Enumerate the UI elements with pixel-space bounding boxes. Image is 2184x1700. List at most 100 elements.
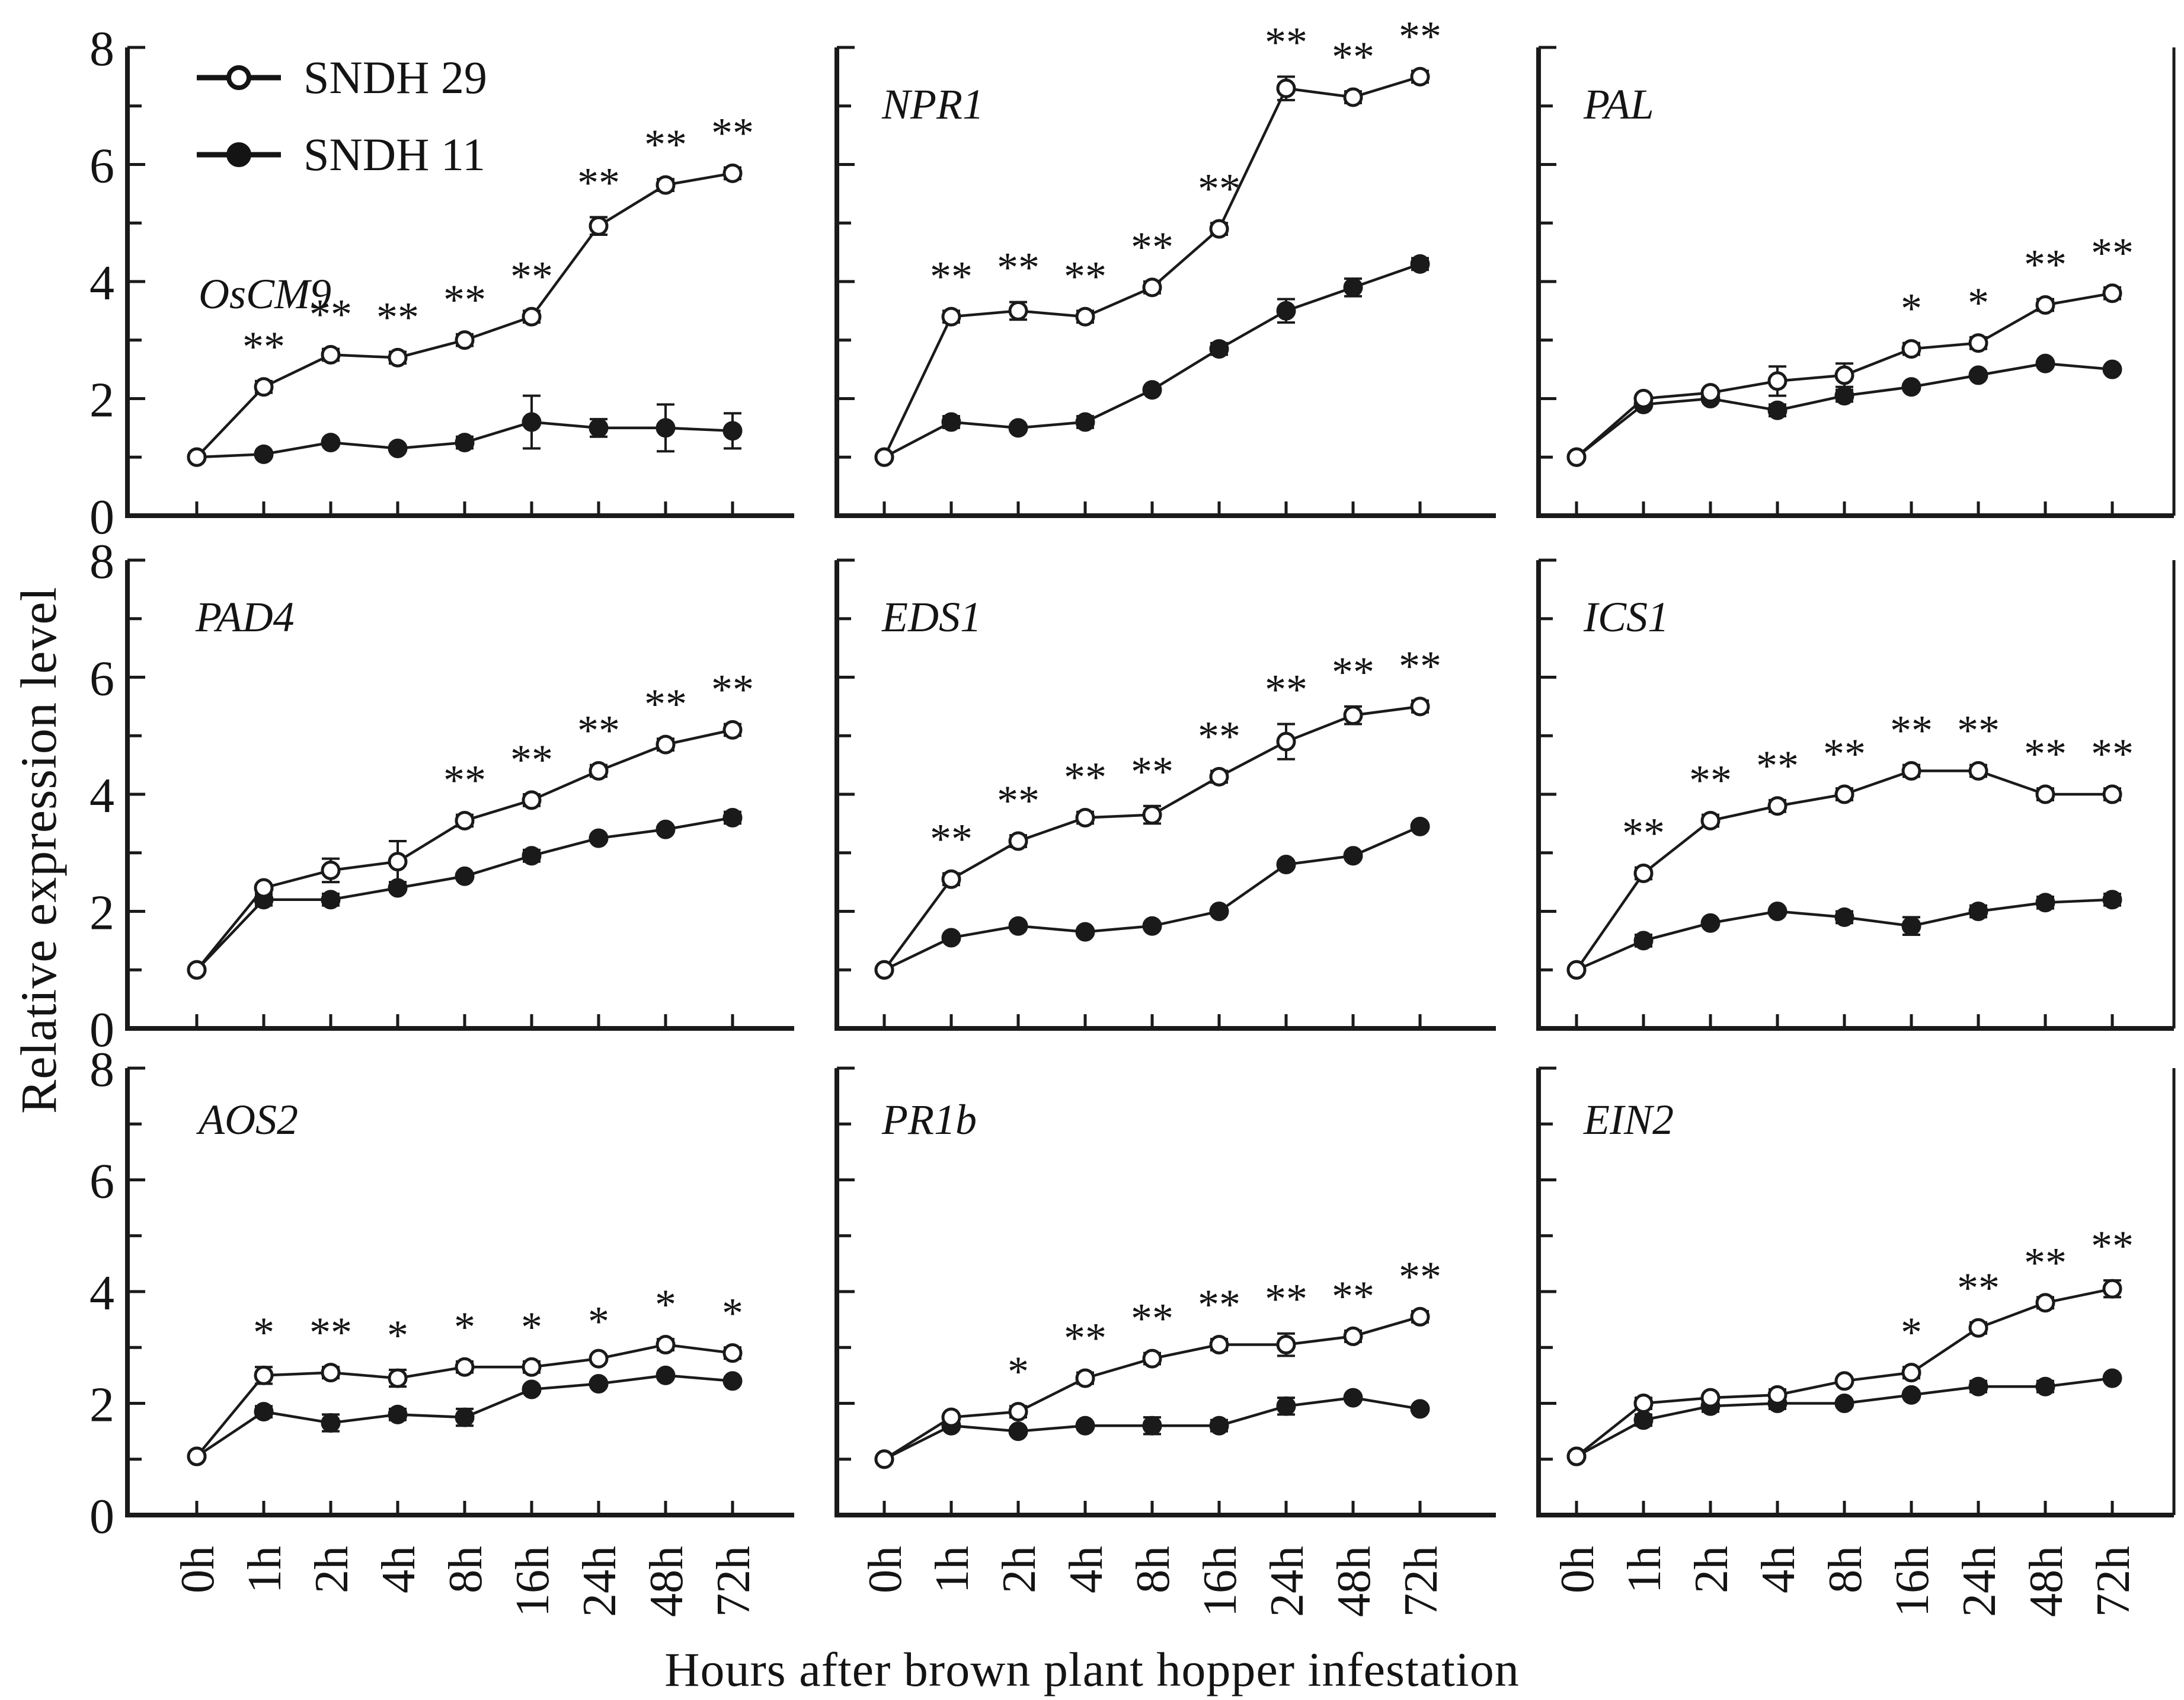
open-circle-marker [1343, 705, 1363, 726]
open-circle-marker [522, 306, 542, 327]
significance-label: ** [1689, 757, 1732, 804]
open-circle-marker [321, 860, 341, 880]
filled-circle-marker [321, 1413, 341, 1433]
significance-label: ** [1332, 648, 1374, 696]
x-tick-label: 72h [1395, 1546, 1447, 1617]
filled-circle-marker [1142, 1415, 1162, 1436]
open-circle-marker [1633, 1394, 1654, 1413]
y-tick-label: 2 [89, 373, 114, 428]
legend-item-sndh11: SNDH 11 [194, 132, 487, 178]
filled-circle-marker [1834, 386, 1854, 406]
significance-label: ** [644, 121, 687, 168]
panel-PAD4: 0 2 4 6 8 ** ** ** ** ** [89, 534, 794, 1057]
significance-label: ** [443, 276, 486, 324]
significance-label: ** [510, 736, 553, 784]
significance-label: ** [2024, 1239, 2067, 1286]
y-tick-label: 2 [89, 1378, 114, 1433]
y-tick-label: 0 [89, 490, 114, 545]
x-tick-label: 24h [1261, 1546, 1313, 1617]
open-circle-marker [1901, 1363, 1921, 1383]
filled-circle-marker-icon [197, 142, 281, 167]
filled-circle-marker [388, 438, 408, 458]
y-tick-label: 0 [89, 1489, 114, 1544]
open-circle-marker [321, 1363, 341, 1383]
open-circle-marker [1410, 66, 1430, 87]
open-circle-marker [941, 1407, 961, 1427]
y-tick-label: 2 [89, 886, 114, 941]
significance-label: ** [997, 777, 1040, 825]
y-tick-label: 0 [89, 1002, 114, 1057]
significance-label: ** [2024, 730, 2067, 778]
open-circle-marker [1008, 301, 1028, 321]
filled-circle-marker [1343, 277, 1363, 298]
filled-circle-marker [722, 1371, 743, 1391]
x-tick-label: 16h [1194, 1546, 1246, 1617]
open-circle-marker [1410, 1306, 1430, 1327]
filled-circle-marker [2035, 1376, 2055, 1397]
x-tick-label: 1h [1619, 1546, 1671, 1593]
panel-title-ics1: ICS1 [1584, 593, 1669, 641]
y-axis-title: Relative expression level [10, 586, 67, 1114]
series-sndh29: * *** ** [1566, 229, 2134, 467]
x-tick-label: 1h [239, 1546, 291, 1593]
open-circle-marker [254, 377, 274, 397]
x-tick-label: 4h [373, 1546, 425, 1593]
filled-circle-marker [1343, 846, 1363, 866]
open-circle-marker [874, 1449, 894, 1469]
open-circle-marker [187, 1446, 207, 1466]
significance-label: ** [711, 666, 754, 714]
significance-label: * [253, 1309, 274, 1356]
y-tick-label: 8 [89, 1042, 114, 1097]
open-circle-marker [1633, 863, 1654, 883]
open-circle-marker [455, 330, 475, 350]
significance-label: ** [1131, 1295, 1173, 1343]
open-circle-marker [388, 1368, 408, 1388]
filled-circle-marker [1700, 913, 1721, 933]
series-sndh11 [187, 1365, 743, 1466]
series-sndh11 [874, 816, 1430, 980]
significance-label: ** [1131, 748, 1173, 795]
x-axis-title: Hours after brown plant hopper infestati… [664, 1643, 1520, 1696]
filled-circle-marker [941, 412, 961, 432]
open-circle-marker [1968, 333, 1988, 353]
x-tick-label: 0h [172, 1546, 224, 1593]
x-tick-label: 8h [440, 1546, 492, 1593]
significance-label: * [454, 1303, 475, 1351]
y-tick-label: 4 [89, 255, 114, 311]
filled-circle-marker [1276, 301, 1296, 321]
filled-circle-marker [1209, 339, 1229, 359]
y-tick-label: 6 [89, 139, 114, 194]
open-circle-marker [1834, 784, 1854, 804]
panel-title-pad4: PAD4 [196, 593, 295, 641]
open-circle-marker [1700, 810, 1721, 830]
filled-circle-marker [1008, 916, 1028, 936]
x-tick-label: 24h [1953, 1546, 2006, 1617]
open-circle-marker [1209, 219, 1229, 239]
open-circle-marker [941, 306, 961, 327]
panel-EDS1: ** ** ** ** ** ** ** ** [834, 558, 1496, 1031]
filled-circle-marker [1767, 400, 1788, 420]
filled-circle-marker [1008, 1421, 1028, 1442]
filled-circle-marker [1901, 1385, 1921, 1405]
open-circle-marker [1209, 766, 1229, 787]
significance-label: ** [997, 244, 1040, 292]
open-circle-marker [187, 447, 207, 467]
open-circle-marker [1767, 1385, 1788, 1405]
filled-circle-marker [2035, 353, 2055, 373]
legend-label-sndh29: SNDH 29 [303, 52, 487, 103]
significance-label: * [588, 1298, 609, 1345]
significance-label: ** [309, 291, 352, 338]
filled-circle-marker [2035, 893, 2055, 913]
filled-circle-marker [1901, 377, 1921, 397]
open-circle-marker [1008, 1402, 1028, 1422]
filled-circle-marker [655, 418, 676, 438]
open-circle-marker [1276, 1335, 1296, 1355]
panel-PR1b: 0h 1h 2h 4h 8h 16h 24h 48h 72h*** ** ** ** ** ** [834, 1066, 1496, 1617]
significance-label: ** [1198, 713, 1240, 760]
x-tick-label: 72h [2087, 1546, 2140, 1617]
panel-OsCM9: 0 2 4 6 8 ** ** ** ** ** ** ** ** [89, 21, 794, 545]
x-tick-label: 0h [859, 1546, 912, 1593]
series-sndh29: ** ** ** ** ** ** ** ** [874, 643, 1441, 980]
significance-label: ** [1399, 643, 1441, 690]
filled-circle-marker [1075, 1415, 1095, 1436]
